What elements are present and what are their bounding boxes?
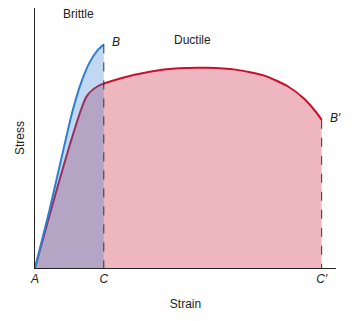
svg-text:Ductile: Ductile [174,33,211,47]
svg-text:B′: B′ [330,111,341,125]
svg-text:Brittle: Brittle [63,7,94,21]
svg-text:C′: C′ [316,272,328,286]
svg-text:A: A [30,272,39,286]
svg-text:Strain: Strain [170,297,201,311]
svg-text:Stress: Stress [13,121,27,155]
svg-text:C: C [99,272,108,286]
svg-text:B: B [112,35,120,49]
